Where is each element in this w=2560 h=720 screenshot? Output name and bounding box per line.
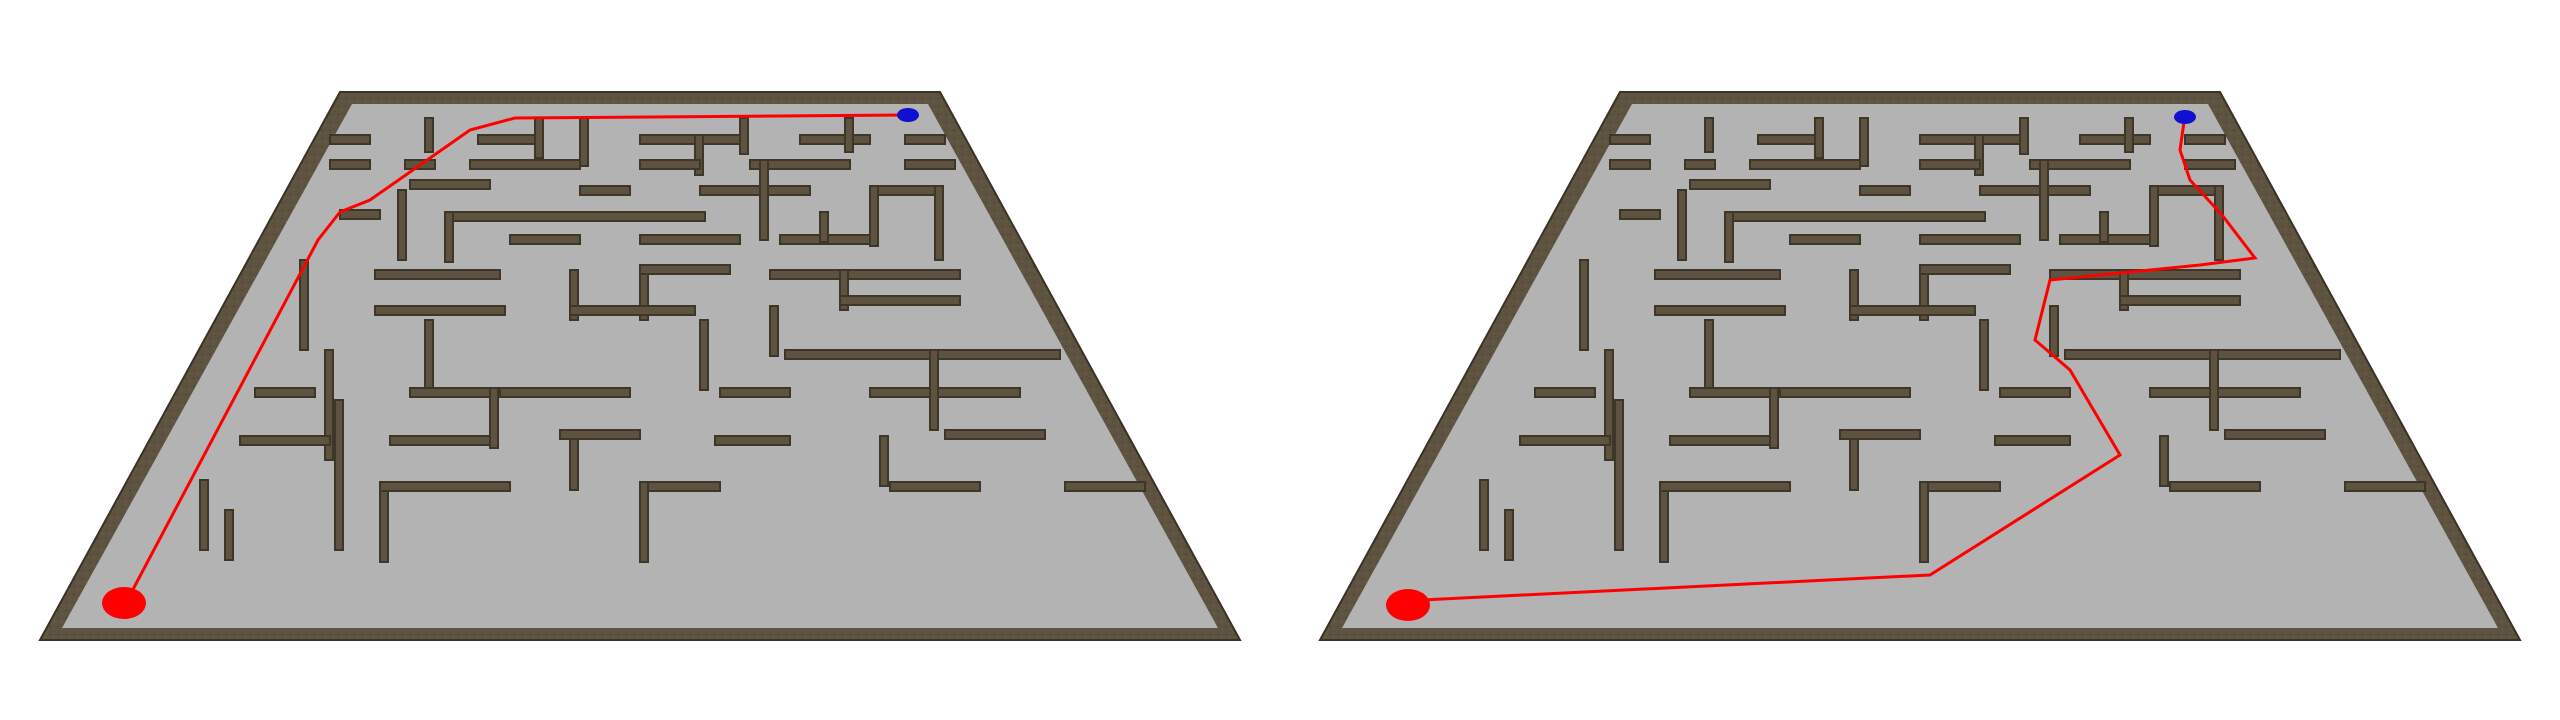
solution-path — [128, 113, 906, 596]
maze-scene-left — [38, 91, 1242, 641]
start-marker — [102, 587, 146, 619]
maze-panel-right — [1280, 0, 2560, 720]
maze-panel-left — [38, 91, 1242, 641]
goal-marker — [2174, 110, 2196, 124]
maze-walls — [1479, 117, 2426, 563]
maze-floor — [1342, 104, 2498, 628]
goal-marker — [897, 108, 919, 122]
maze-floor — [62, 104, 1218, 628]
maze-scene-right — [1318, 91, 2522, 641]
start-marker — [1386, 589, 1430, 621]
solution-path — [1421, 114, 2258, 602]
